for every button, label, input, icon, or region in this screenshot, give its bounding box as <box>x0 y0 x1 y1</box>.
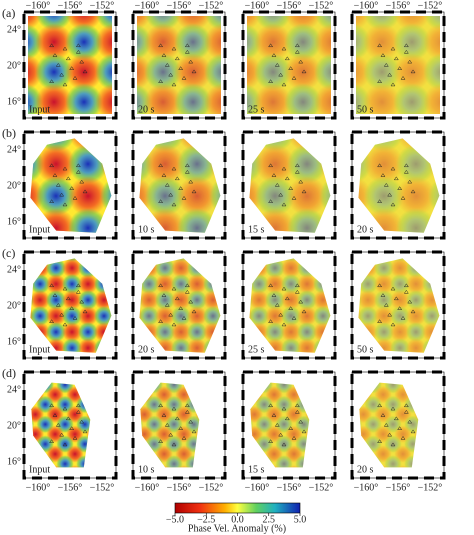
colorbar-label: Phase Vel. Anomaly (%) <box>188 523 286 534</box>
x-tick-label: −152° <box>418 0 443 11</box>
map-panel <box>22 130 118 240</box>
colorbar-tick-label: −2.5 <box>197 514 215 525</box>
panel-row-label: (a) <box>2 6 15 20</box>
panel-label: 25 s <box>248 104 265 115</box>
map-panel <box>131 130 227 240</box>
panel-row-label: (b) <box>2 126 16 140</box>
panel-label: 20 s <box>138 104 155 115</box>
colorbar-tick-label: 5.0 <box>294 514 307 525</box>
x-tick-label: −160° <box>245 0 270 11</box>
map-panel <box>131 10 227 120</box>
panel-label: 25 s <box>248 344 265 355</box>
x-tick-label: −156° <box>167 0 192 11</box>
map-panel <box>241 370 337 480</box>
x-tick-label: −152° <box>90 0 115 11</box>
map-panel <box>241 10 337 120</box>
anomaly-field <box>28 16 112 114</box>
panel-label: Input <box>29 464 50 475</box>
panel-label: 15 s <box>248 224 265 235</box>
panel-label: 10 s <box>138 224 155 235</box>
panel-label: 20 s <box>138 344 155 355</box>
panel-label: 20 s <box>357 224 374 235</box>
y-tick-label: 20° <box>7 300 21 311</box>
anomaly-field <box>247 16 331 114</box>
y-tick-label: 24° <box>7 384 21 395</box>
map-panel <box>350 370 446 480</box>
x-tick-label: −152° <box>309 0 334 11</box>
x-tick-label: −160° <box>354 482 379 493</box>
colorbar <box>174 502 301 514</box>
y-tick-label: 20° <box>7 180 21 191</box>
colorbar-tick-label: −5.0 <box>166 514 184 525</box>
x-tick-label: −160° <box>135 482 160 493</box>
x-tick-label: −156° <box>167 482 192 493</box>
y-tick-label: 20° <box>7 420 21 431</box>
panel-label: 10 s <box>138 464 155 475</box>
anomaly-field <box>356 16 440 114</box>
panel-row-label: (d) <box>2 366 16 380</box>
y-tick-label: 16° <box>7 456 21 467</box>
x-tick-label: −152° <box>199 482 224 493</box>
map-panel <box>22 370 118 480</box>
colorbar-tick-label: 0.0 <box>231 514 244 525</box>
anomaly-field <box>137 16 221 114</box>
colorbar-tick-label: 2.5 <box>263 514 276 525</box>
panel-label: Input <box>29 344 50 355</box>
y-tick-label: 16° <box>7 336 21 347</box>
x-tick-label: −156° <box>386 0 411 11</box>
x-tick-label: −160° <box>26 482 51 493</box>
panel-label: 50 s <box>357 104 374 115</box>
map-panel <box>350 250 446 360</box>
panel-label: Input <box>29 224 50 235</box>
map-panel <box>241 250 337 360</box>
x-tick-label: −152° <box>309 482 334 493</box>
map-panel <box>22 250 118 360</box>
x-tick-label: −156° <box>277 0 302 11</box>
map-panel <box>241 130 337 240</box>
y-tick-label: 24° <box>7 144 21 155</box>
x-tick-label: −160° <box>354 0 379 11</box>
x-tick-label: −152° <box>90 482 115 493</box>
x-tick-label: −152° <box>199 0 224 11</box>
x-tick-label: −156° <box>277 482 302 493</box>
y-tick-label: 24° <box>7 24 21 35</box>
y-tick-label: 16° <box>7 96 21 107</box>
y-tick-label: 24° <box>7 264 21 275</box>
x-tick-label: −160° <box>135 0 160 11</box>
panel-label: 20 s <box>357 464 374 475</box>
map-panel <box>350 10 446 120</box>
y-tick-label: 16° <box>7 216 21 227</box>
map-panel <box>131 370 227 480</box>
x-tick-label: −156° <box>58 0 83 11</box>
panel-label: 50 s <box>357 344 374 355</box>
x-tick-label: −160° <box>245 482 270 493</box>
map-panel <box>350 130 446 240</box>
y-tick-label: 20° <box>7 60 21 71</box>
x-tick-label: −156° <box>58 482 83 493</box>
x-tick-label: −156° <box>386 482 411 493</box>
panel-label: Input <box>29 104 50 115</box>
panel-label: 15 s <box>248 464 265 475</box>
map-panel <box>131 250 227 360</box>
panel-row-label: (c) <box>2 246 15 260</box>
x-tick-label: −160° <box>26 0 51 11</box>
x-tick-label: −152° <box>418 482 443 493</box>
map-panel <box>22 10 118 120</box>
